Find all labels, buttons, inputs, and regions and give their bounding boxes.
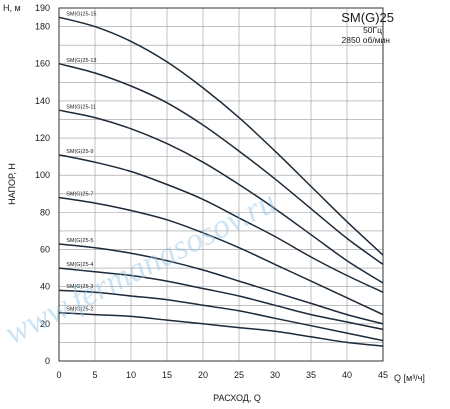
series-label: SM(G)25-9 [66,149,93,155]
series-label: SM(G)25-11 [66,104,96,110]
y-tick-label: 180 [35,22,50,32]
axes: 0 5 10 15 20 25 30 35 40 45 0 20 40 60 80 100 120 140 160 1… [35,3,388,380]
y-tick-label: 0 [45,356,50,366]
x-tick-label: 5 [92,370,97,380]
series-label: SM(G)25-2 [66,306,93,312]
series-label: SM(G)25-7 [66,192,93,198]
series-label: SM(G)25-4 [66,262,93,268]
y-tick-label: 60 [40,245,50,255]
y-axis-label: НАПОР, Н [7,163,17,205]
x-axis-label: РАСХОД, Q [213,393,261,403]
series-lines [58,16,384,347]
series-line [58,311,384,347]
grid [58,8,384,361]
x-axis-unit: Q [м³/ч] [394,373,425,383]
series-line [58,289,384,342]
series-label: SM(G)25-5 [66,238,93,244]
y-tick-label: 40 [40,282,50,292]
x-tick-label: 45 [378,370,388,380]
y-tick-label: 80 [40,207,50,217]
y-tick-label: 100 [35,170,50,180]
x-tick-label: 30 [270,370,280,380]
x-tick-label: 0 [56,370,61,380]
y-tick-label: 20 [40,319,50,329]
series-line [58,243,384,325]
x-tick-label: 20 [198,370,208,380]
series-line [58,196,384,316]
x-tick-label: 15 [162,370,172,380]
x-tick-label: 40 [342,370,352,380]
y-tick-label: 160 [35,59,50,69]
chart-frequency: 50Гц [363,25,382,35]
x-tick-label: 25 [234,370,244,380]
series-labels: SM(G)25-15 SM(G)25-13 SM(G)25-11 SM(G)25-9 S… [66,12,96,313]
series-label: SM(G)25-13 [66,58,96,64]
plot-frame [58,7,384,362]
chart-text: SM(G)25 50Гц 2850 об/мин Н, м НАПОР, Н Р… [3,3,425,403]
chart-speed: 2850 об/мин [341,35,390,45]
x-tick-label: 35 [306,370,316,380]
series-line [58,154,384,293]
y-tick-label: 140 [35,96,50,106]
series-line [58,267,384,331]
y-tick-label: 120 [35,133,50,143]
series-label: SM(G)25-3 [66,284,93,290]
chart-title: SM(G)25 [341,10,394,25]
series-label: SM(G)25-15 [66,12,96,18]
series-line [58,16,384,256]
y-axis-unit: Н, м [3,3,21,13]
x-tick-label: 10 [126,370,136,380]
series-line [58,62,384,266]
series-line [58,109,384,284]
y-tick-label: 190 [35,3,50,13]
